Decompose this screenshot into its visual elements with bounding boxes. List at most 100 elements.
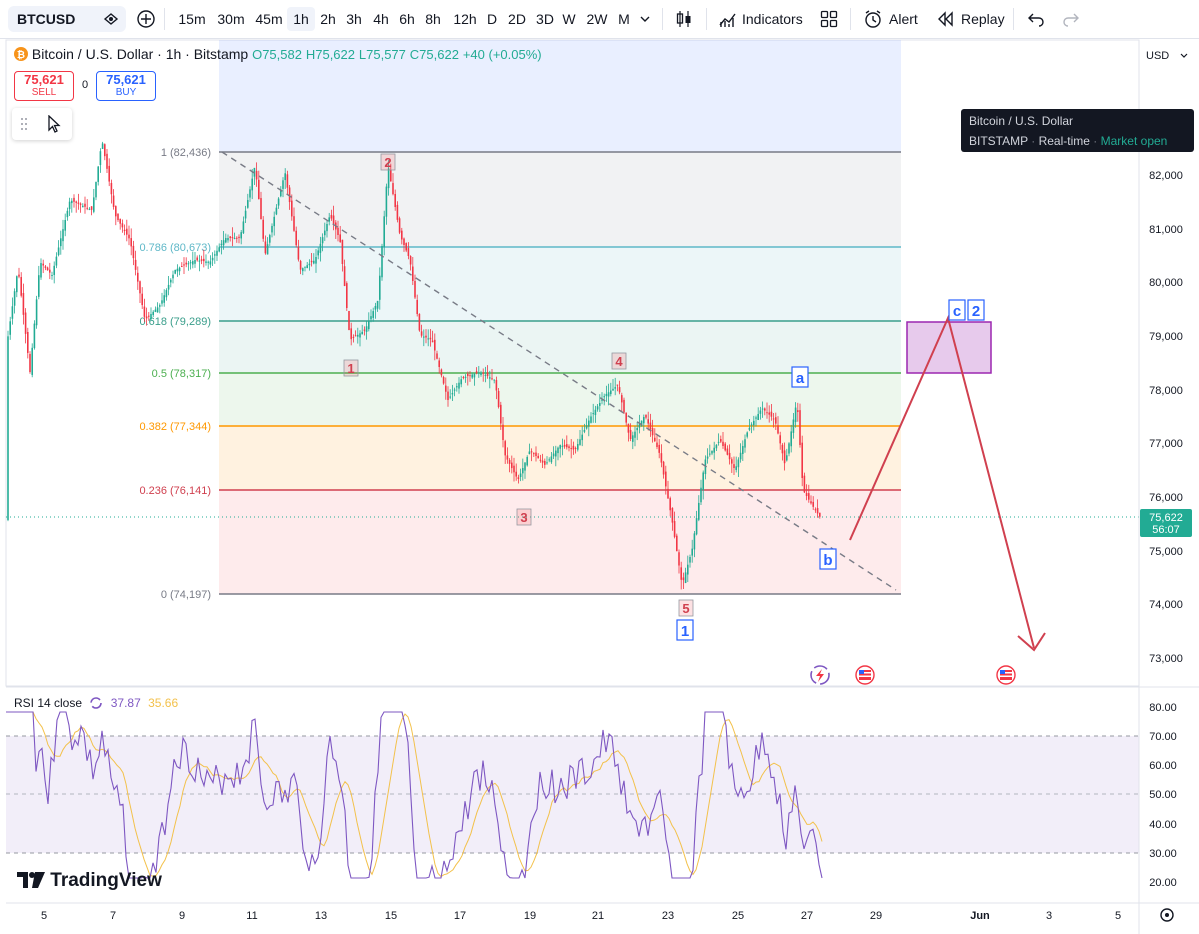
candle-body bbox=[55, 256, 58, 266]
interval-6h[interactable]: 6h bbox=[399, 11, 415, 27]
wave-red-box[interactable] bbox=[380, 153, 396, 171]
wave-red-box[interactable] bbox=[343, 359, 359, 377]
interval-2W[interactable]: 2W bbox=[586, 11, 608, 27]
candle-body bbox=[610, 390, 612, 395]
candle-body bbox=[203, 258, 205, 262]
wave-red-box[interactable] bbox=[678, 599, 694, 617]
indicators-icon[interactable] bbox=[718, 9, 738, 29]
wave-red-box[interactable] bbox=[611, 352, 627, 370]
candle-body bbox=[172, 274, 174, 279]
interval-M[interactable]: M bbox=[618, 11, 630, 27]
candle-body bbox=[284, 173, 286, 181]
us-flag-event-icon[interactable] bbox=[996, 665, 1016, 685]
wave-blue-box[interactable] bbox=[819, 548, 837, 570]
candle-body bbox=[365, 326, 368, 332]
rsi-ma-line bbox=[6, 711, 823, 878]
replay-button[interactable]: Replay bbox=[961, 11, 1005, 27]
candle-body bbox=[797, 410, 799, 412]
symbol-search[interactable]: BTCUSD bbox=[8, 6, 126, 32]
currency-selector[interactable]: USD bbox=[1140, 44, 1194, 68]
interval-3D[interactable]: 3D bbox=[536, 11, 554, 27]
interval-1h[interactable]: 1h bbox=[287, 7, 315, 31]
us-flag-event-icon[interactable] bbox=[855, 665, 875, 685]
candle-body bbox=[297, 246, 300, 260]
tooltip-status: Market open bbox=[1100, 134, 1168, 148]
candle-body bbox=[480, 372, 482, 375]
price-tick-label: 82,000 bbox=[1149, 170, 1183, 182]
redo-icon[interactable] bbox=[1062, 11, 1080, 27]
interval-15m[interactable]: 15m bbox=[178, 11, 206, 27]
drag-handle-icon[interactable] bbox=[20, 117, 28, 131]
wave-blue-box[interactable] bbox=[967, 299, 985, 321]
interval-12h[interactable]: 12h bbox=[453, 11, 477, 27]
candle-body bbox=[502, 424, 504, 440]
buy-button[interactable]: 75,621 BUY bbox=[96, 71, 156, 101]
time-axis[interactable]: 5 7 9 11 13 15 17 19 21 23 25 27 29 Jun 3 5 bbox=[41, 910, 1121, 922]
wave-red-box[interactable] bbox=[516, 508, 532, 526]
cursor-arrow-icon[interactable] bbox=[46, 115, 62, 133]
chart-canvas[interactable]: 1 (82,436) 0.786 (80,673) 0.618 (79,289) 0.… bbox=[0, 38, 1199, 934]
interval-3h[interactable]: 3h bbox=[346, 11, 362, 27]
candle-body bbox=[341, 239, 344, 264]
candle-body bbox=[618, 387, 621, 393]
interval-30m[interactable]: 30m bbox=[217, 11, 245, 27]
indicators-button[interactable]: Indicators bbox=[742, 11, 803, 27]
compare-add-icon[interactable] bbox=[136, 9, 156, 29]
rsi-label[interactable]: RSI 14 close bbox=[14, 696, 83, 710]
candle-body bbox=[249, 189, 251, 198]
price-scale[interactable]: 82,000 81,000 80,000 79,000 78,000 77,000 76,0… bbox=[1149, 170, 1183, 665]
interval-D[interactable]: D bbox=[486, 11, 498, 27]
time-tick-label: 21 bbox=[592, 910, 604, 922]
candle-body bbox=[574, 447, 577, 449]
alert-button[interactable]: Alert bbox=[889, 11, 918, 27]
layouts-grid-icon[interactable] bbox=[820, 10, 838, 28]
candle-body bbox=[339, 234, 341, 242]
candle-body bbox=[737, 459, 740, 468]
wave-blue-box[interactable] bbox=[676, 619, 694, 641]
earnings-lightning-icon[interactable] bbox=[810, 665, 830, 685]
candle-body bbox=[251, 178, 253, 191]
fib-zone bbox=[219, 321, 901, 373]
toolbar-divider bbox=[1013, 8, 1014, 30]
candle-body bbox=[176, 268, 179, 272]
interval-dropdown-icon[interactable] bbox=[640, 14, 650, 24]
candles-chart-type-icon[interactable] bbox=[674, 9, 694, 29]
time-axis-settings-icon[interactable] bbox=[1160, 908, 1174, 922]
candle-body bbox=[51, 275, 53, 276]
rsi-tick-label: 20.00 bbox=[1149, 877, 1177, 889]
interval-2h[interactable]: 2h bbox=[320, 11, 336, 27]
interval-4h[interactable]: 4h bbox=[373, 11, 389, 27]
candle-body bbox=[535, 452, 537, 456]
alert-clock-icon[interactable] bbox=[863, 9, 883, 29]
wave-blue-box[interactable] bbox=[948, 299, 966, 321]
candle-body bbox=[211, 257, 214, 261]
interval-45m[interactable]: 45m bbox=[255, 11, 283, 27]
candle-body bbox=[231, 237, 234, 239]
fib-extension-zone bbox=[219, 40, 901, 152]
interval-2D[interactable]: 2D bbox=[508, 11, 526, 27]
candle-body bbox=[739, 452, 742, 460]
candle-body bbox=[302, 268, 304, 272]
tradingview-logo[interactable]: TradingView bbox=[17, 870, 162, 892]
candle-body bbox=[161, 300, 163, 304]
interval-8h[interactable]: 8h bbox=[425, 11, 441, 27]
candle-body bbox=[117, 213, 119, 220]
candle-body bbox=[742, 446, 744, 454]
candle-body bbox=[280, 189, 282, 197]
symbol-target-icon[interactable] bbox=[103, 11, 119, 27]
wave-blue-box[interactable] bbox=[791, 366, 809, 388]
interval-W[interactable]: W bbox=[562, 11, 576, 27]
candle-body bbox=[409, 256, 412, 265]
rsi-scale[interactable]: 80.00 70.00 60.00 50.00 40.00 30.00 20.00 bbox=[1149, 702, 1177, 889]
replay-icon[interactable] bbox=[936, 11, 954, 27]
fib-zone bbox=[219, 152, 901, 247]
refresh-icon[interactable] bbox=[89, 696, 103, 710]
candle-body bbox=[238, 236, 240, 238]
undo-icon[interactable] bbox=[1027, 11, 1045, 27]
candle-body bbox=[814, 509, 817, 511]
chart-legend: ₿ Bitcoin / U.S. Dollar · 1h · Bitstamp … bbox=[14, 46, 542, 62]
symbol-description[interactable]: Bitcoin / U.S. Dollar · 1h · Bitstamp bbox=[31, 46, 249, 62]
sell-button[interactable]: 75,621 SELL bbox=[14, 71, 74, 101]
time-tick-label: 23 bbox=[662, 910, 674, 922]
candle-body bbox=[687, 564, 689, 575]
